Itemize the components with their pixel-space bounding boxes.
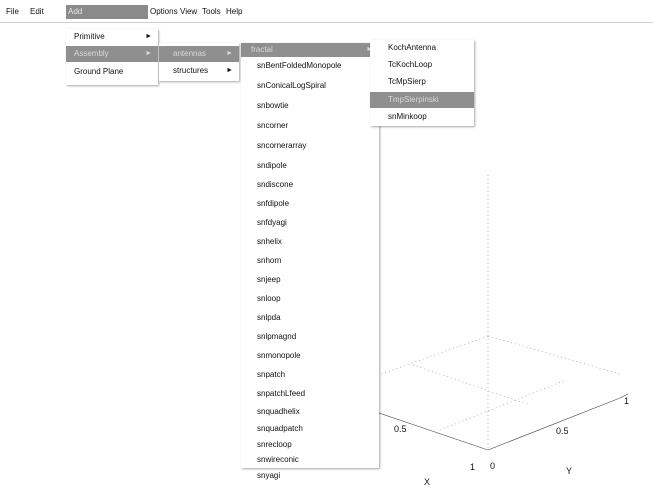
menu-item-fractal[interactable]: fractal ► xyxy=(241,43,379,57)
menu-item-label: Ground Plane xyxy=(74,67,124,76)
submenu-arrow-icon: ► xyxy=(226,50,233,57)
menu-item-snconicallogspiral[interactable]: snConicalLogSpiral xyxy=(257,81,326,90)
menu-item-tckochloop[interactable]: TcKochLoop xyxy=(370,57,474,73)
menu-item-snfdipole[interactable]: snfdipole xyxy=(257,199,290,208)
menu-item-snrecloop[interactable]: snrecloop xyxy=(257,440,292,449)
menu-item-label: antennas xyxy=(173,49,206,58)
axis-y-tick xyxy=(619,393,629,399)
tick-label-y-one: 1 xyxy=(624,396,630,406)
menu-item-snwireconic[interactable]: snwireconic xyxy=(257,455,299,464)
menu-item-snquadhelix[interactable]: snquadhelix xyxy=(257,407,300,416)
menu-item-sncorner[interactable]: sncorner xyxy=(257,121,289,130)
grid-back-left xyxy=(369,335,489,379)
menu-item-snhorn[interactable]: snhorn xyxy=(257,256,282,265)
menu-item-snbentfoldedmonopole[interactable]: snBentFoldedMonopole xyxy=(257,61,342,70)
menu-item-snfdyagi[interactable]: snfdyagi xyxy=(257,218,287,227)
menu-item-label: structures xyxy=(173,66,209,75)
tick-label-x-half: 0.5 xyxy=(394,424,407,434)
menu-item-snlpda[interactable]: snlpda xyxy=(257,313,281,322)
menu-item-snpatch[interactable]: snpatch xyxy=(257,370,286,379)
menu-view[interactable]: View xyxy=(180,7,198,16)
menu-item-snbowtie[interactable]: snbowtie xyxy=(257,101,289,110)
grid-floor-x xyxy=(412,364,531,406)
menu-item-snlpmagnd[interactable]: snlpmagnd xyxy=(257,332,297,341)
menu-item-primitive[interactable]: Primitive ► xyxy=(66,29,158,45)
menu-item-snminkoop[interactable]: snMinkoop xyxy=(370,109,474,125)
menu-item-snyagi[interactable]: snyagi xyxy=(257,471,281,480)
menu-bar: File Edit Add Options View Tools Help xyxy=(0,0,653,23)
menu-item-label: fractal xyxy=(251,45,273,54)
menu-tools[interactable]: Tools xyxy=(202,7,221,16)
menu-item-sndipole[interactable]: sndipole xyxy=(257,161,287,170)
grid-back-right xyxy=(487,335,621,375)
menu-item-label: KochAntenna xyxy=(388,43,437,52)
fractal-menu: KochAntenna TcKochLoop TcMpSierp TmpSier… xyxy=(370,40,474,126)
menu-item-snjeep[interactable]: snjeep xyxy=(257,275,281,284)
submenu-arrow-icon: ► xyxy=(145,50,152,57)
menu-item-kochantenna[interactable]: KochAntenna xyxy=(370,40,474,56)
menu-item-snmonopole[interactable]: snmonopole xyxy=(257,351,301,360)
menu-item-snquadpatch[interactable]: snquadpatch xyxy=(257,424,303,433)
submenu-arrow-icon: ► xyxy=(145,33,152,40)
axis-y-line xyxy=(487,397,621,451)
menu-item-sndiscone[interactable]: sndiscone xyxy=(257,180,294,189)
grid-floor-y xyxy=(439,379,567,431)
menu-item-label: Primitive xyxy=(74,32,105,41)
tick-label-x-one: 1 xyxy=(470,462,476,472)
menu-item-label: TmpSierpinski xyxy=(388,95,439,104)
menu-item-structures[interactable]: structures ► xyxy=(159,63,239,79)
menu-item-label: TcMpSierp xyxy=(388,77,426,86)
antennas-menu: fractal ► xyxy=(241,43,379,468)
menu-item-snpatchlfeed[interactable]: snpatchLfeed xyxy=(257,389,306,398)
menu-help[interactable]: Help xyxy=(226,7,243,16)
menu-item-antennas[interactable]: antennas ► xyxy=(159,46,239,62)
tick-label-y-half: 0.5 xyxy=(556,426,569,436)
axis-label-x: X xyxy=(424,477,431,487)
menu-item-label: snMinkoop xyxy=(388,112,427,121)
tick-label-zero: 0 xyxy=(490,461,496,471)
menu-item-label: TcKochLoop xyxy=(388,60,433,69)
add-menu: Primitive ► Assembly ► Ground Plane xyxy=(66,29,158,85)
submenu-arrow-icon: ► xyxy=(226,67,233,74)
menu-item-tmpsierpinski[interactable]: TmpSierpinski xyxy=(370,92,474,108)
assembly-menu: antennas ► structures ► xyxy=(159,43,239,81)
menu-item-snloop[interactable]: snloop xyxy=(257,294,281,303)
menu-edit[interactable]: Edit xyxy=(30,7,44,16)
menu-item-sncornerarray[interactable]: sncornerarray xyxy=(257,141,307,150)
axis-label-y: Y xyxy=(566,466,573,476)
submenu-arrow-icon: ► xyxy=(366,43,373,57)
menu-options[interactable]: Options xyxy=(150,7,178,16)
menu-item-label: Assembly xyxy=(74,49,109,58)
menu-add[interactable]: Add xyxy=(66,5,148,19)
menu-item-snhelix[interactable]: snhelix xyxy=(257,237,282,246)
menu-item-ground-plane[interactable]: Ground Plane xyxy=(66,64,158,80)
menu-item-tcmpsierp[interactable]: TcMpSierp xyxy=(370,74,474,90)
axis-x-line xyxy=(369,409,489,451)
menu-file[interactable]: File xyxy=(6,7,19,16)
menu-item-assembly[interactable]: Assembly ► xyxy=(66,46,158,62)
